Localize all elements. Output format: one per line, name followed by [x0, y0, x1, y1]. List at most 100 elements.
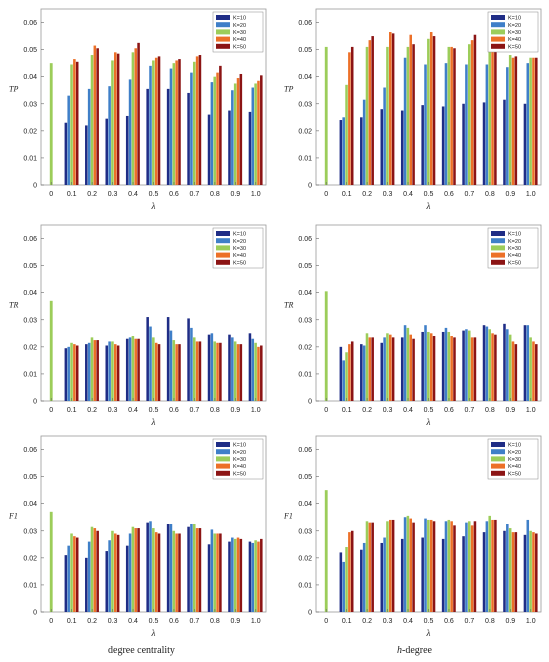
- legend-swatch: [216, 15, 230, 20]
- bar: [260, 538, 263, 612]
- bar: [96, 340, 99, 401]
- legend-swatch: [216, 252, 230, 258]
- bar: [251, 87, 255, 185]
- bar: [108, 86, 111, 185]
- bar: [149, 521, 152, 612]
- bar: [342, 561, 345, 612]
- bar: [409, 34, 413, 185]
- y-tick-label: 0.02: [298, 344, 312, 351]
- bar: [231, 537, 234, 612]
- bar: [195, 341, 199, 401]
- x-tick-label: 0.7: [190, 191, 200, 198]
- bar: [403, 517, 407, 612]
- bar: [444, 327, 448, 401]
- bar: [87, 342, 91, 401]
- y-tick-label: 0.03: [23, 101, 37, 108]
- bar: [406, 515, 410, 612]
- legend-label: K=30: [508, 30, 521, 36]
- legend-label: K=10: [508, 16, 521, 22]
- bar: [75, 345, 79, 401]
- x-tick-label: 1.0: [526, 191, 536, 198]
- legend-label: K=20: [233, 239, 246, 245]
- bar: [339, 346, 343, 401]
- x-tick-label: 0.4: [128, 191, 138, 198]
- bar: [465, 522, 468, 612]
- x-tick-label: 0.8: [210, 191, 220, 198]
- x-tick-label: 0.3: [108, 618, 118, 625]
- bar: [324, 490, 328, 612]
- bar: [450, 336, 453, 401]
- bar: [368, 522, 372, 612]
- bar: [391, 337, 395, 401]
- legend-label: K=30: [233, 246, 246, 252]
- bar: [348, 344, 351, 401]
- bar: [453, 48, 456, 186]
- bar: [532, 341, 535, 401]
- bar: [137, 42, 140, 185]
- x-tick-label: 0.8: [210, 407, 220, 414]
- bar: [473, 521, 477, 612]
- bar: [90, 55, 94, 186]
- y-tick-label: 0.02: [23, 128, 37, 135]
- bar: [342, 360, 345, 401]
- bar: [532, 57, 535, 185]
- x-axis-label: λ: [426, 628, 431, 638]
- legend-swatch: [491, 22, 505, 28]
- x-tick-label: 0.5: [149, 407, 159, 414]
- x-axis-label: λ: [151, 417, 156, 427]
- bar: [134, 338, 138, 401]
- x-axis-label: λ: [151, 628, 156, 638]
- x-tick-label: 0.9: [505, 191, 515, 198]
- x-tick-label: 0.3: [383, 191, 393, 198]
- bar: [467, 44, 471, 186]
- chart-svg: 0 0.01 0.02 0.03 0.04 0.05 0.06 TP 0 0.1 0.2 0.3 0.4…: [9, 8, 267, 211]
- legend-label: K=20: [508, 23, 521, 29]
- bar: [254, 342, 257, 401]
- bar: [403, 325, 407, 401]
- bar: [49, 300, 53, 401]
- y-tick-label: 0.01: [23, 155, 37, 162]
- bar: [494, 334, 497, 401]
- bar: [470, 337, 474, 401]
- y-tick-label: 0.05: [298, 474, 312, 481]
- bar: [506, 329, 509, 401]
- x-tick-label: 0.1: [342, 191, 352, 198]
- bar: [228, 541, 231, 612]
- y-tick-label: 0.02: [23, 344, 37, 351]
- x-tick-label: 0: [49, 618, 53, 625]
- bar: [526, 519, 530, 612]
- bar: [532, 532, 535, 612]
- bar: [187, 92, 190, 185]
- bar: [535, 57, 538, 185]
- x-tick-label: 0: [49, 407, 53, 414]
- chart-panel-f1-h-degree: 0 0.01 0.02 0.03 0.04 0.05 0.06 F1 0 0.1 0.2 0.3 0.4…: [275, 427, 549, 648]
- bar: [137, 338, 140, 401]
- bar: [409, 518, 413, 612]
- y-tick-label: 0.03: [23, 317, 37, 324]
- bar: [400, 538, 404, 612]
- bar: [535, 533, 538, 612]
- bar: [105, 345, 109, 401]
- bar: [210, 82, 214, 185]
- bar: [345, 547, 348, 612]
- bar: [236, 78, 240, 185]
- bar: [207, 544, 211, 612]
- bar: [526, 63, 530, 185]
- x-tick-label: 0.1: [342, 618, 352, 625]
- bar: [260, 75, 263, 185]
- bar: [389, 334, 392, 401]
- bar: [152, 528, 155, 612]
- bar: [114, 344, 117, 401]
- y-tick-label: 0.01: [298, 155, 312, 162]
- bar: [503, 323, 506, 401]
- bar: [494, 33, 497, 185]
- legend-swatch: [216, 36, 230, 42]
- y-tick-label: 0.05: [298, 47, 312, 54]
- bar: [345, 84, 348, 185]
- bar: [219, 65, 222, 185]
- x-tick-label: 0.1: [67, 191, 77, 198]
- y-tick-label: 0.03: [298, 317, 312, 324]
- bar: [503, 530, 506, 612]
- bar: [362, 345, 366, 401]
- legend-swatch: [491, 463, 505, 469]
